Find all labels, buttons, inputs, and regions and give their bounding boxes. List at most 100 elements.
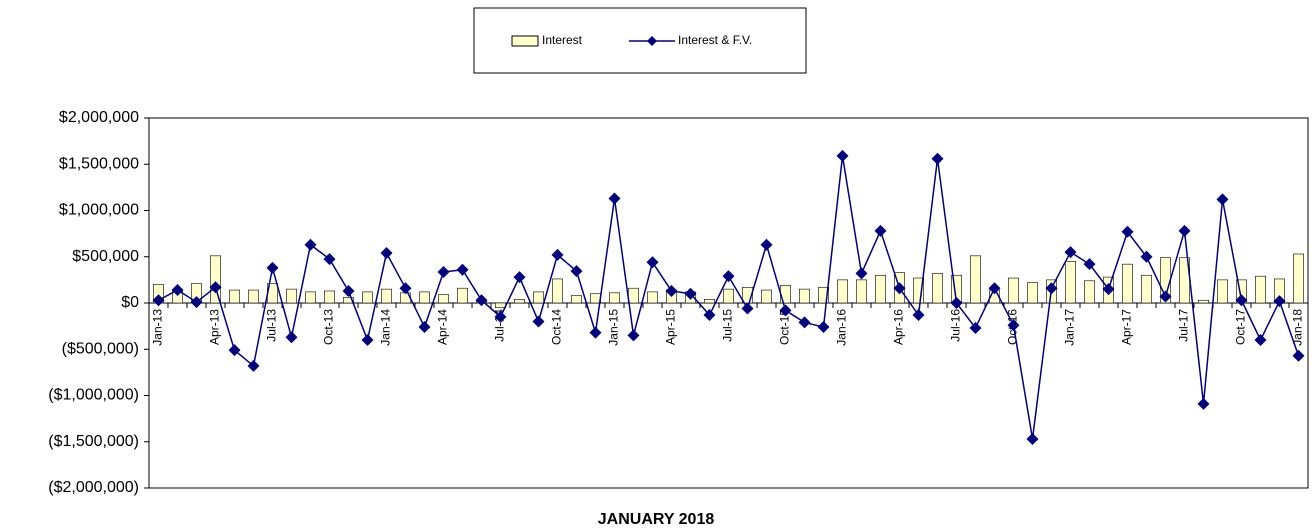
x-tick-label: Oct-13 — [322, 309, 336, 345]
x-tick-label: Apr-15 — [664, 309, 678, 345]
bar — [1255, 275, 1266, 304]
bar — [248, 289, 259, 304]
bar — [362, 291, 373, 304]
bar — [495, 302, 506, 308]
x-tick-label: Jan-13 — [151, 309, 165, 346]
legend-swatch — [511, 35, 539, 47]
y-tick-label: $500,000 — [72, 248, 139, 265]
marker — [190, 296, 203, 309]
x-tick-label: Jan-14 — [379, 309, 393, 346]
bar — [1065, 261, 1076, 304]
x-tick-label: Apr-17 — [1120, 309, 1134, 345]
marker — [1121, 225, 1134, 238]
marker — [456, 263, 469, 276]
marker — [570, 265, 583, 278]
bar — [1217, 279, 1228, 304]
marker — [912, 309, 925, 322]
marker — [1064, 246, 1077, 259]
bar — [913, 277, 924, 304]
x-tick-label: Jul-16 — [949, 309, 963, 342]
marker — [665, 284, 678, 297]
bar — [970, 255, 981, 304]
bar — [1084, 280, 1095, 304]
bar — [837, 279, 848, 304]
marker — [418, 321, 431, 334]
marker — [475, 294, 488, 307]
y-tick-label: ($1,500,000) — [48, 433, 139, 450]
marker — [988, 282, 1001, 295]
marker — [798, 316, 811, 329]
bar — [1027, 282, 1038, 304]
marker — [247, 359, 260, 372]
marker — [1292, 349, 1305, 362]
bar — [457, 287, 468, 304]
x-tick-label: Oct-17 — [1234, 309, 1248, 345]
bar — [419, 291, 430, 304]
marker — [399, 282, 412, 295]
x-tick-label: Apr-16 — [892, 309, 906, 345]
marker — [1045, 282, 1058, 295]
y-tick-label: $1,500,000 — [59, 155, 139, 172]
bar — [818, 286, 829, 304]
marker — [323, 253, 336, 266]
bar — [704, 298, 715, 304]
bar — [1122, 263, 1133, 304]
marker — [1102, 283, 1115, 296]
marker — [1159, 290, 1172, 303]
x-tick-label: Jan-18 — [1291, 309, 1305, 346]
marker — [304, 238, 317, 251]
bar — [381, 288, 392, 304]
x-tick-label: Oct-14 — [550, 309, 564, 345]
marker — [494, 310, 507, 323]
bar — [590, 293, 601, 304]
bar — [533, 291, 544, 304]
marker — [209, 281, 222, 294]
bar — [628, 287, 639, 304]
marker — [152, 294, 165, 307]
legend-label: Interest & F.V. — [678, 33, 752, 47]
marker — [171, 284, 184, 297]
bar — [438, 294, 449, 304]
marker — [874, 224, 887, 237]
marker — [1178, 224, 1191, 237]
legend-label: Interest — [542, 33, 583, 47]
bar — [1293, 253, 1304, 304]
bar — [1008, 277, 1019, 304]
bar — [723, 288, 734, 304]
bar — [875, 274, 886, 304]
marker — [1007, 319, 1020, 332]
marker — [266, 261, 279, 274]
marker — [893, 282, 906, 295]
marker — [836, 149, 849, 162]
bar — [571, 295, 582, 304]
marker — [931, 152, 944, 165]
marker — [1273, 295, 1286, 308]
x-tick-label: Jan-17 — [1063, 309, 1077, 346]
y-tick-label: ($2,000,000) — [48, 479, 139, 496]
bar — [514, 298, 525, 304]
y-tick-label: $0 — [121, 294, 139, 311]
x-tick-label: Jul-17 — [1177, 309, 1191, 342]
chart-title: JANUARY 2018 — [598, 511, 715, 528]
x-tick-label: Jan-15 — [607, 309, 621, 346]
marker — [722, 270, 735, 283]
marker — [969, 321, 982, 334]
y-tick-label: ($500,000) — [62, 340, 139, 357]
marker — [342, 284, 355, 297]
bar — [343, 297, 354, 304]
bar — [856, 279, 867, 304]
marker — [380, 247, 393, 260]
marker — [627, 329, 640, 342]
marker — [513, 271, 526, 284]
marker — [1254, 334, 1267, 346]
marker — [1083, 258, 1096, 271]
marker — [589, 326, 602, 339]
marker — [1026, 432, 1039, 445]
marker — [1216, 193, 1229, 206]
bar — [324, 290, 335, 304]
marker — [646, 256, 659, 269]
bar — [609, 292, 620, 304]
marker — [703, 309, 716, 322]
